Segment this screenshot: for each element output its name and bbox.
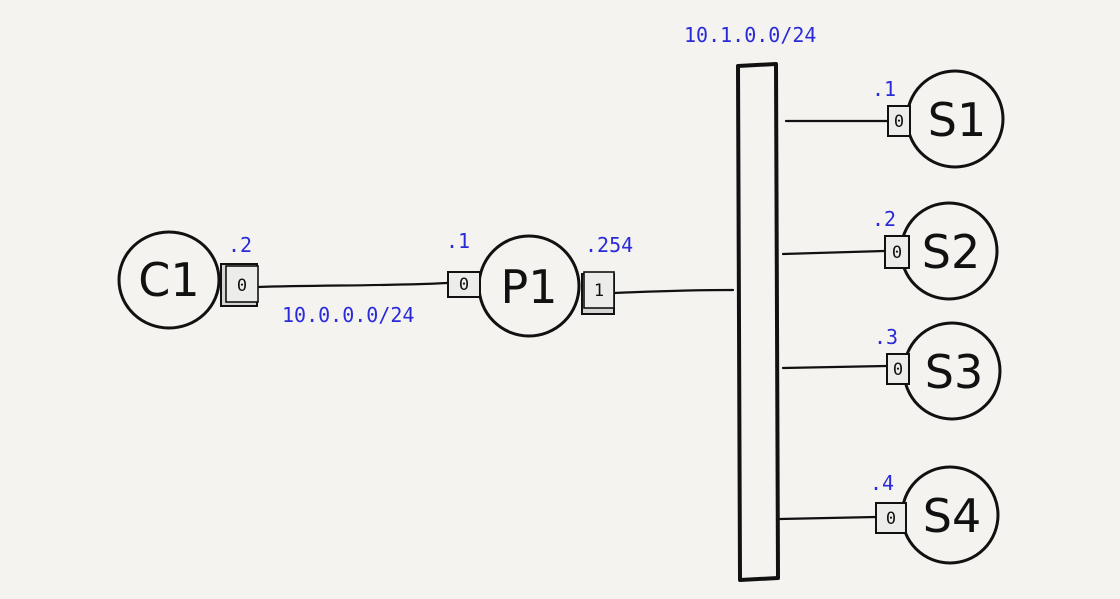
- ip-p1-right: .254: [585, 233, 633, 257]
- port-p1-1-label: 1: [594, 281, 604, 301]
- network-bus: [736, 62, 780, 582]
- port-s3-label: 0: [893, 360, 903, 380]
- port-s1-0[interactable]: 0: [887, 105, 911, 137]
- ip-s3: .3: [874, 325, 898, 349]
- port-s3-0[interactable]: 0: [886, 353, 910, 385]
- link-p1-bus: [612, 288, 735, 295]
- node-p1-label: P1: [500, 260, 557, 314]
- port-p1-0-label: 0: [459, 275, 469, 295]
- bus-network-label: 10.1.0.0/24: [684, 23, 816, 47]
- ip-s4: .4: [870, 471, 894, 495]
- link-c1-p1: [256, 281, 449, 289]
- port-s1-label: 0: [894, 112, 904, 132]
- port-c1-label: 0: [237, 276, 247, 296]
- node-s3-label: S3: [925, 345, 983, 399]
- ip-s1: .1: [872, 77, 896, 101]
- node-s4-label: S4: [923, 489, 981, 543]
- ip-s2: .2: [872, 207, 896, 231]
- node-s4[interactable]: S4: [900, 465, 1000, 565]
- link-bus-s2: [781, 249, 886, 256]
- node-c1-label: C1: [138, 253, 199, 307]
- node-s2-label: S2: [922, 225, 980, 279]
- link-bus-s3: [781, 364, 888, 370]
- node-s1-label: S1: [928, 93, 986, 147]
- ip-c1: .2: [228, 233, 252, 257]
- ip-p1-left: .1: [446, 229, 470, 253]
- node-s2[interactable]: S2: [899, 201, 999, 301]
- port-s2-0[interactable]: 0: [884, 235, 910, 269]
- port-p1-1[interactable]: 1: [581, 271, 615, 315]
- link-network-label: 10.0.0.0/24: [282, 303, 414, 327]
- port-s4-label: 0: [886, 509, 896, 529]
- node-c1[interactable]: C1: [117, 230, 221, 330]
- port-s2-label: 0: [892, 243, 902, 263]
- link-bus-s4: [778, 515, 878, 521]
- node-s3[interactable]: S3: [902, 321, 1002, 421]
- port-c1-0[interactable]: 0: [220, 263, 259, 307]
- node-p1[interactable]: P1: [477, 234, 581, 338]
- node-s1[interactable]: S1: [905, 69, 1005, 169]
- port-p1-0[interactable]: 0: [447, 271, 481, 298]
- port-s4-0[interactable]: 0: [875, 502, 907, 534]
